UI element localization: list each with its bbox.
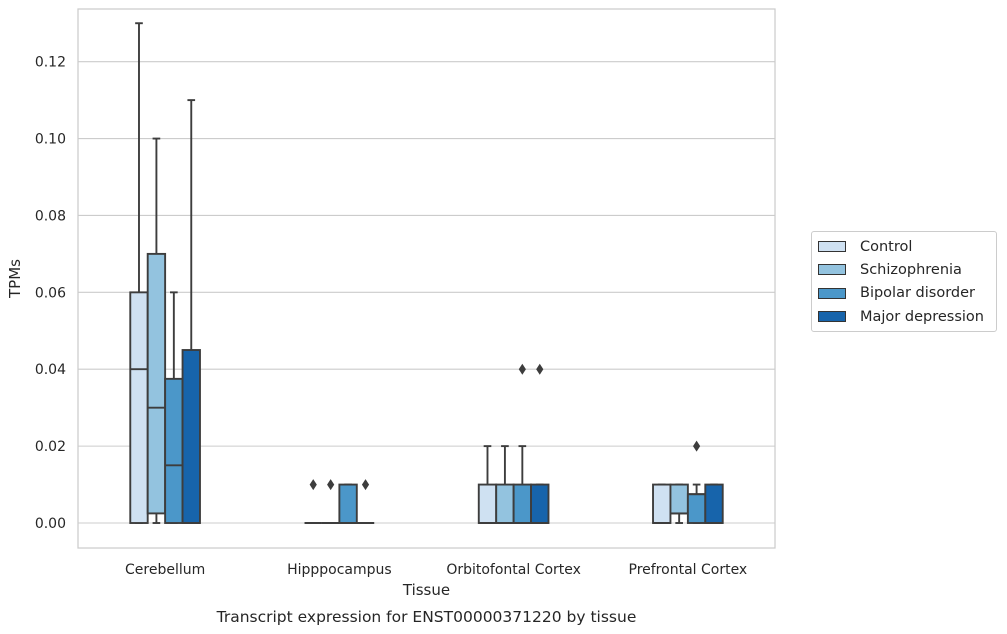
x-tick-label: Cerebellum [125, 562, 205, 578]
y-tick-label: 0.06 [35, 285, 66, 301]
outlier-point [692, 440, 701, 452]
box-major-depression [704, 483, 724, 524]
y-tick-label: 0.12 [35, 55, 66, 71]
outlier-point [518, 363, 526, 375]
legend-label: Major depression [860, 308, 984, 325]
box-control [304, 479, 322, 524]
legend-label: Bipolar disorder [860, 285, 975, 302]
y-axis-ticks: 0.00 0.02 0.04 0.06 0.08 0.10 0.12 [35, 55, 66, 532]
box-schizophrenia [495, 445, 515, 524]
box-major-depression [356, 479, 375, 524]
box-body [530, 483, 550, 524]
legend-item: Schizophrenia [818, 258, 996, 281]
box-body [181, 349, 201, 524]
box-body [512, 483, 532, 524]
legend-label: Control [860, 238, 913, 255]
x-tick-label: Prefrontal Cortex [629, 562, 748, 578]
legend-swatch [818, 264, 846, 276]
box-control [652, 483, 672, 524]
legend-item: Control [818, 235, 996, 258]
y-tick-label: 0.02 [35, 439, 66, 455]
legend: Control Schizophrenia Bipolar disorder Majo… [811, 231, 997, 333]
box-control [477, 445, 498, 524]
legend-swatch [818, 311, 846, 323]
y-tick-label: 0.08 [35, 208, 66, 224]
x-axis-label: Tissue [402, 581, 450, 599]
x-tick-label: Orbitofontal Cortex [446, 562, 581, 578]
box-body [146, 252, 167, 515]
box-bipolar-disorder [338, 483, 358, 524]
box-body [669, 483, 689, 515]
box-schizophrenia [321, 479, 340, 524]
box-body [477, 483, 498, 524]
outlier-point [536, 363, 544, 375]
box-major-depression [181, 99, 201, 524]
legend-item: Major depression [818, 305, 996, 328]
box-series [129, 22, 724, 524]
legend-label: Schizophrenia [860, 261, 962, 278]
legend-swatch [818, 241, 846, 253]
box-bipolar-disorder [686, 440, 707, 524]
y-tick-label: 0.10 [35, 132, 66, 148]
x-tick-label: Hipppocampus [287, 562, 392, 578]
box-bipolar-disorder [164, 291, 184, 524]
y-axis-label: TPMs [6, 259, 24, 299]
outlier-point [309, 479, 317, 491]
box-body [495, 483, 515, 524]
box-schizophrenia [669, 483, 689, 524]
y-tick-label: 0.00 [35, 516, 66, 532]
box-body [686, 493, 707, 524]
box-body [129, 291, 149, 524]
plot-frame [77, 8, 776, 549]
box-body [652, 483, 672, 524]
x-axis-ticks: Cerebellum Hipppocampus Orbitofontal Corte… [125, 562, 747, 578]
chart-caption: Transcript expression for ENST0000037122… [216, 608, 637, 626]
box-bipolar-disorder [512, 363, 532, 524]
outlier-point [327, 479, 335, 491]
legend-swatch [818, 287, 846, 299]
box-control [129, 22, 149, 524]
y-tick-label: 0.04 [35, 362, 66, 378]
box-body [704, 483, 724, 524]
box-schizophrenia [146, 137, 167, 524]
legend-item: Bipolar disorder [818, 282, 996, 305]
box-body [338, 483, 358, 524]
box-body [164, 377, 184, 524]
box-major-depression [530, 363, 550, 524]
outlier-point [361, 479, 370, 491]
